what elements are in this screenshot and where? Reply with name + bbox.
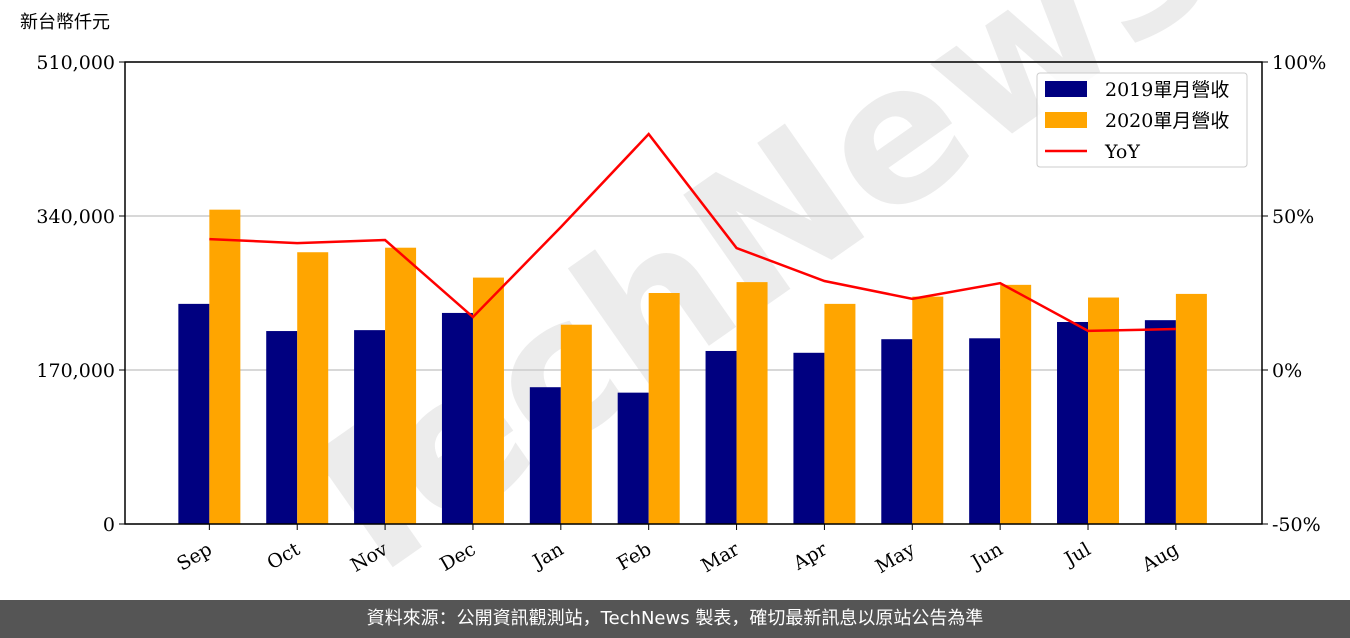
bar <box>1144 320 1176 524</box>
bar <box>705 350 737 524</box>
chart: TechNews 新台幣仟元 0170,000340,000510,000-50… <box>20 0 1326 600</box>
legend-label: 2019單月營收 <box>1105 79 1229 101</box>
bar <box>736 282 768 524</box>
bar <box>529 387 561 524</box>
x-tick-label: Aug <box>1138 538 1183 577</box>
bar <box>1175 293 1207 524</box>
bar <box>1088 297 1120 524</box>
x-tick-label: Jan <box>528 538 568 574</box>
legend-label: 2020單月營收 <box>1105 110 1229 132</box>
x-tick-label: May <box>872 538 919 578</box>
bar <box>1000 284 1032 524</box>
bar <box>617 392 649 524</box>
bar <box>209 209 241 525</box>
bar <box>354 330 386 524</box>
y-tick-label: 340,000 <box>36 206 115 228</box>
bar <box>385 247 417 525</box>
bar <box>793 352 825 524</box>
bar <box>472 277 504 524</box>
x-tick-label: Jul <box>1059 538 1094 571</box>
y2-tick-label: -50% <box>1272 514 1321 536</box>
legend-label: YoY <box>1104 141 1140 163</box>
legend-swatch <box>1045 81 1087 97</box>
y-tick-label: 510,000 <box>36 52 115 74</box>
bar <box>912 296 944 524</box>
x-tick-label: Feb <box>613 538 655 575</box>
y2-tick-label: 0% <box>1272 360 1302 382</box>
bar <box>969 338 1001 524</box>
y-tick-label: 0 <box>103 514 115 536</box>
bar <box>648 293 680 524</box>
y2-tick-label: 100% <box>1272 52 1326 74</box>
bar <box>178 303 210 524</box>
bar <box>881 339 913 524</box>
legend-box <box>1036 72 1248 168</box>
bar <box>560 324 592 524</box>
y-axis-title: 新台幣仟元 <box>20 12 110 33</box>
x-tick-label: Mar <box>698 538 744 577</box>
x-tick-label: Oct <box>263 538 304 574</box>
bar <box>266 331 298 524</box>
footer: 資料來源：公開資訊觀測站，TechNews 製表，確切最新訊息以原站公告為準 <box>0 600 1350 638</box>
y2-tick-label: 50% <box>1272 206 1314 228</box>
plot-frame <box>124 61 1263 525</box>
bar <box>824 303 856 524</box>
bar <box>1057 321 1089 524</box>
bar <box>441 312 473 524</box>
x-tick-label: Sep <box>173 538 216 575</box>
legend-swatch <box>1045 112 1087 128</box>
bar <box>297 252 329 524</box>
x-tick-label: Jun <box>966 538 1007 574</box>
x-tick-label: Apr <box>789 538 832 575</box>
line <box>209 132 1176 333</box>
y-tick-label: 170,000 <box>36 360 115 382</box>
